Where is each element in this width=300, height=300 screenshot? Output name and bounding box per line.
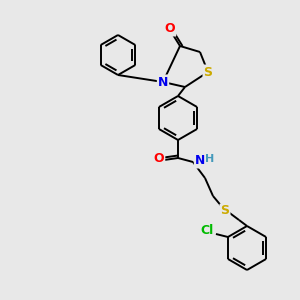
Text: Cl: Cl [200,224,214,238]
Text: O: O [154,152,164,166]
Text: O: O [165,22,175,35]
Text: S: S [220,205,230,218]
Text: N: N [195,154,205,167]
Text: S: S [203,65,212,79]
Text: H: H [206,154,214,164]
Text: N: N [158,76,168,88]
